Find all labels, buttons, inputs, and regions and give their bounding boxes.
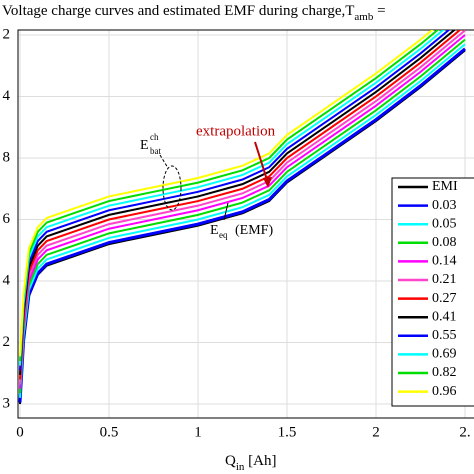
bracket (162, 165, 182, 211)
y-tick-label: 6 (3, 211, 11, 227)
annotation: (EMF) (235, 223, 273, 238)
legend-label: EMI (432, 179, 458, 194)
arrow (254, 141, 269, 184)
series-line (19, 30, 451, 371)
arrow (223, 202, 229, 221)
arrowhead (263, 177, 272, 188)
legend-label: 0.82 (432, 365, 457, 380)
legend-label: 0.69 (432, 347, 457, 362)
annotation: E (140, 138, 149, 153)
x-tick-label: 1 (194, 424, 202, 440)
series-line (19, 34, 466, 389)
series-line (19, 43, 466, 398)
leader (159, 154, 169, 169)
plot-frame (17, 29, 474, 419)
y-tick-label: 3 (3, 395, 11, 411)
legend-label: 0.08 (432, 235, 457, 250)
series-line (19, 30, 445, 366)
legend-box (391, 177, 474, 407)
series-line (19, 30, 440, 362)
legend-label: 0.96 (432, 384, 457, 399)
series-line (19, 38, 466, 394)
y-tick-label: 2 (3, 334, 11, 350)
y-tick-label: 4 (3, 272, 11, 288)
xl: Q (225, 453, 236, 469)
series-line (19, 30, 434, 357)
series-line (19, 30, 462, 380)
x-tick-label: 0.5 (100, 424, 119, 440)
legend-label: 0.41 (432, 309, 457, 324)
title-sub: amb (354, 11, 373, 23)
xl-sub: in (236, 461, 245, 473)
chart-title: Voltage charge curves and estimated EMF … (2, 3, 386, 22)
title-suffix: = (373, 3, 385, 19)
y-tick-label: 2 (3, 26, 11, 42)
legend-label: 0.03 (432, 198, 457, 213)
annotation: bat (150, 146, 161, 156)
x-tick-label: 2. (459, 424, 470, 440)
legend-label: 0.21 (432, 272, 457, 287)
legend-label: 0.05 (432, 216, 457, 231)
x-tick-label: 0 (16, 424, 24, 440)
series-line (19, 30, 466, 385)
annotation: extrapolation (196, 123, 276, 139)
annotation: eq (219, 230, 228, 240)
y-tick-label: 8 (3, 149, 11, 165)
x-tick-label: 2 (372, 424, 380, 440)
y-tick-label: 4 (3, 88, 11, 104)
annotation: E (210, 223, 219, 238)
x-tick-label: 1.5 (278, 424, 297, 440)
title-text: Voltage charge curves and estimated EMF … (2, 3, 354, 19)
legend-label: 0.14 (432, 254, 457, 269)
series-line (19, 30, 456, 375)
legend-label: 0.27 (432, 291, 457, 306)
legend-label: 0.55 (432, 328, 457, 343)
x-axis-label: Qin [Ah] (225, 453, 276, 472)
annotation: ch (150, 132, 159, 142)
xl-suffix: [Ah] (244, 453, 276, 469)
series-line (18, 47, 466, 403)
